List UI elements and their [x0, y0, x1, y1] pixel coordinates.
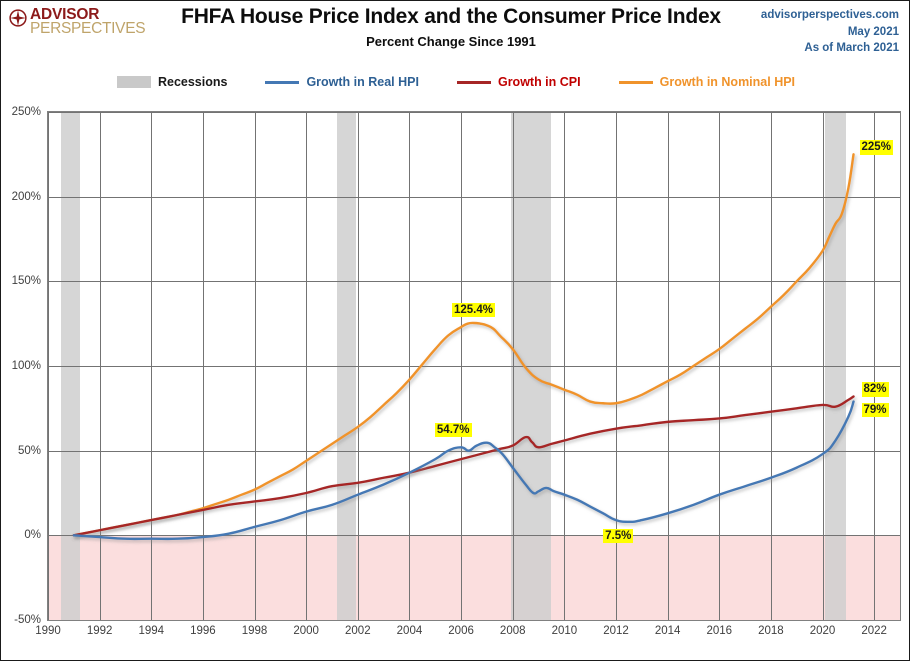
- gridline-vertical: [99, 112, 101, 620]
- data-callout-82: 82%: [861, 382, 889, 397]
- plot-inner: 125.4% 54.7% 7.5% 225% 82% 79%: [48, 112, 900, 620]
- gridline-vertical: [409, 112, 411, 620]
- y-axis-tick-label: 0%: [24, 529, 41, 542]
- series-line-growth-in-cpi: [72, 395, 855, 537]
- source-as-of-date: As of March 2021: [804, 42, 899, 55]
- x-axis-tick-label: 2002: [345, 625, 371, 637]
- y-axis: 250% 200% 150% 100% 50% 0% -50%: [1, 106, 909, 626]
- gridline-vertical: [667, 112, 669, 620]
- compass-star-icon: [9, 9, 27, 27]
- gridline-horizontal: [48, 196, 900, 198]
- x-axis-tick-label: 1990: [35, 625, 61, 637]
- data-callout-225: 225%: [859, 140, 893, 155]
- data-callout-547: 54.7%: [434, 422, 472, 438]
- x-axis-tick-label: 1992: [86, 625, 113, 637]
- series-line-growth-in-nominal-hpi: [72, 153, 855, 537]
- gridline-horizontal: [48, 535, 900, 537]
- gridline-vertical: [770, 112, 772, 620]
- x-axis-tick-label: 1996: [190, 625, 216, 637]
- logo-line-advisor: ADVISOR: [30, 6, 100, 23]
- legend-label: Growth in CPI: [497, 75, 581, 89]
- x-axis-tick-label: 2004: [396, 625, 423, 637]
- chart-legend: Recessions Growth in Real HPI Growth in CP…: [1, 71, 909, 93]
- legend-swatch-line: [456, 80, 491, 84]
- gridline-horizontal: [48, 112, 900, 113]
- gridline-vertical: [202, 112, 204, 620]
- source-website: advisorperspectives.com: [760, 9, 899, 21]
- legend-swatch-box: [116, 76, 151, 88]
- legend-label: Growth in Real HPI: [306, 75, 419, 89]
- x-axis-tick-label: 1998: [241, 625, 268, 637]
- gridline-vertical: [254, 112, 256, 620]
- x-axis-tick-label: 2014: [654, 625, 681, 637]
- gridline-vertical: [822, 112, 824, 620]
- x-axis-tick-label: 2000: [293, 625, 319, 637]
- source-publish-date: May 2021: [847, 25, 899, 38]
- x-axis-tick-label: 1994: [138, 625, 165, 637]
- gridline-vertical: [564, 112, 566, 620]
- legend-item-growth-in-cpi[interactable]: Growth in CPI: [456, 75, 581, 89]
- legend-item-growth-in-nominal-hpi[interactable]: Growth in Nominal HPI: [618, 75, 796, 89]
- data-callout-1254: 125.4%: [452, 302, 496, 318]
- x-axis-tick-label: 2012: [603, 625, 629, 637]
- gridline-vertical: [306, 112, 308, 620]
- gridline-horizontal: [48, 366, 900, 367]
- x-axis-tick-label: 2010: [551, 625, 578, 637]
- y-axis-tick-label: 100%: [11, 360, 41, 372]
- legend-swatch-line: [265, 80, 300, 84]
- negative-value-region: [48, 535, 900, 620]
- legend-label: Recessions: [157, 75, 228, 89]
- gridline-horizontal: [48, 281, 900, 283]
- legend-label: Growth in Nominal HPI: [659, 75, 796, 89]
- gridline-vertical: [151, 112, 153, 620]
- title-block: FHFA House Price Index and the Consumer …: [151, 5, 751, 49]
- gridline-vertical: [512, 112, 514, 620]
- x-axis-tick-label: 2008: [499, 625, 526, 637]
- x-axis-tick-label: 2020: [809, 625, 836, 637]
- data-callout-79: 79%: [861, 402, 889, 417]
- y-axis-tick-label: 50%: [17, 444, 41, 457]
- x-axis-tick-label: 2022: [861, 625, 887, 637]
- data-callout-75: 7.5%: [603, 528, 634, 543]
- x-axis-tick-label: 2006: [448, 625, 474, 637]
- logo-wordmark: ADVISOR PERSPECTIVES: [30, 6, 146, 37]
- y-axis-tick-label: 200%: [11, 190, 41, 203]
- gridline-vertical: [357, 112, 359, 620]
- gridline-vertical: [48, 112, 49, 620]
- gridline-horizontal: [48, 450, 900, 452]
- gridline-vertical: [616, 112, 617, 620]
- gridline-vertical: [461, 112, 463, 620]
- y-axis-tick-label: 150%: [11, 275, 41, 288]
- gridline-vertical: [874, 112, 876, 620]
- legend-item-growth-in-real-hpi[interactable]: Growth in Real HPI: [265, 75, 419, 89]
- page-title: FHFA House Price Index and the Consumer …: [181, 5, 721, 28]
- logo-line-perspectives: PERSPECTIVES: [30, 19, 146, 37]
- legend-item-recessions[interactable]: Recessions: [116, 75, 228, 89]
- x-axis-tick-label: 2016: [706, 625, 733, 637]
- source-info: advisorperspectives.com May 2021 As of M…: [761, 7, 899, 57]
- legend-swatch-line: [618, 80, 653, 84]
- series-line-growth-in-real-hpi: [72, 400, 855, 541]
- gridline-vertical: [719, 112, 721, 620]
- series-layer: [72, 153, 855, 541]
- x-axis-tick-label: 2018: [758, 625, 784, 637]
- plot-area: 125.4% 54.7% 7.5% 225% 82% 79%: [47, 111, 901, 621]
- y-axis-tick-label: -50%: [14, 614, 41, 626]
- page-subtitle: Percent Change Since 1991: [366, 34, 536, 49]
- x-axis: 1990 1992 1994 1996 1998 2000 2002 2004 2006 2008…: [35, 625, 901, 645]
- y-axis-tick-label: 250%: [11, 106, 41, 118]
- advisor-perspectives-logo: ADVISOR PERSPECTIVES: [9, 7, 159, 41]
